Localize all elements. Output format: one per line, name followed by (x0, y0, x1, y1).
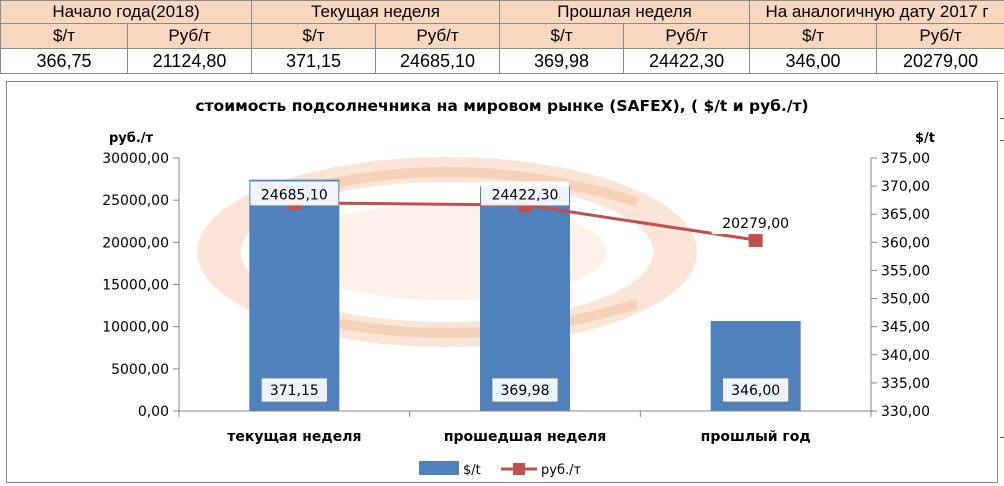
chart-title: стоимость подсолнечника на мировом рынке… (195, 97, 808, 115)
group-header-start-of-year: Начало года(2018) (0, 0, 253, 24)
line-data-label-box (250, 181, 339, 206)
chart-area: стоимость подсолнечника на мировом рынке… (6, 81, 998, 483)
unit-cell: Руб/т (623, 23, 751, 49)
value-cell: 346,00 (749, 48, 878, 74)
bar-1 (249, 179, 340, 411)
left-tick-label: 15000,00 (102, 278, 169, 294)
value-cell: 24685,10 (375, 48, 501, 74)
left-tick-label: 20000,00 (102, 235, 169, 251)
bar-data-label-box (491, 377, 559, 403)
value-cell: 371,15 (251, 48, 377, 74)
category-label: прошлый год (701, 429, 811, 445)
sheet-edge-tick (1000, 140, 1004, 141)
left-tick-label: 0,00 (138, 404, 169, 420)
bar-data-label: 371,15 (270, 383, 319, 399)
right-tick-label: 330,00 (881, 404, 930, 420)
right-tick-label: 365,00 (881, 207, 930, 223)
unit-cell: $/т (0, 23, 128, 49)
value-cell: 366,75 (0, 48, 128, 74)
left-tick-label: 5000,00 (111, 362, 169, 378)
price-table: Начало года(2018) Текущая неделя Прошлая… (0, 0, 1004, 74)
right-tick-label: 360,00 (881, 235, 930, 251)
right-tick-label: 375,00 (881, 151, 930, 167)
unit-cell: $/т (749, 23, 878, 49)
category-label: текущая неделя (227, 429, 361, 445)
unit-cell: Руб/т (126, 23, 253, 49)
bar-data-label-box (722, 377, 790, 403)
line-point-3 (748, 232, 763, 247)
right-tick-label: 355,00 (881, 263, 930, 279)
value-cell: 24422,30 (623, 48, 751, 74)
legend-label-bar: $/t (463, 463, 481, 478)
category-label: прошедшая неделя (444, 429, 606, 445)
line-data-label-box (481, 181, 569, 206)
right-axis-title: $/t (915, 131, 935, 146)
unit-cell: $/т (499, 23, 625, 49)
left-tick-label: 25000,00 (102, 193, 169, 209)
right-tick-label: 350,00 (881, 292, 930, 308)
bar-2 (480, 186, 570, 411)
value-cell: 369,98 (499, 48, 625, 74)
legend-swatch-marker (513, 463, 525, 475)
unit-cell: Руб/т (876, 23, 1004, 49)
group-header-current-week: Текущая неделя (251, 0, 501, 24)
left-tick-label: 10000,00 (102, 320, 169, 336)
sheet-edge-tick (1000, 118, 1004, 119)
table-value-row: 366,75 21124,80 371,15 24685,10 369,98 2… (0, 48, 1004, 74)
bar-data-label-box (260, 377, 328, 403)
legend-label-line: руб./т (541, 463, 581, 478)
left-tick-label: 30000,00 (102, 151, 169, 167)
table-group-header-row: Начало года(2018) Текущая неделя Прошлая… (0, 0, 1004, 24)
value-cell: 21124,80 (126, 48, 253, 74)
table-unit-row: $/т Руб/т $/т Руб/т $/т Руб/т $/т Руб/т (0, 23, 1004, 49)
value-cell: 20279,00 (876, 48, 1004, 74)
legend-swatch-bar (419, 461, 459, 475)
unit-cell: Руб/т (375, 23, 501, 49)
line-data-label-box (711, 210, 800, 235)
unit-cell: $/т (251, 23, 377, 49)
left-axis-title: руб./т (109, 131, 154, 146)
line-data-label: 24422,30 (492, 187, 559, 203)
line-data-label: 24685,10 (261, 187, 328, 203)
chart-svg: стоимость подсолнечника на мировом рынке… (102, 97, 935, 478)
line-data-label: 20279,00 (722, 216, 789, 232)
bar-data-label: 346,00 (731, 383, 780, 399)
right-tick-label: 370,00 (881, 179, 930, 195)
sheet-edge-tick (1000, 437, 1004, 438)
bar-data-label: 369,98 (501, 383, 550, 399)
right-tick-label: 345,00 (881, 320, 930, 336)
right-tick-label: 335,00 (881, 376, 930, 392)
group-header-last-week: Прошлая неделя (499, 0, 751, 24)
right-tick-label: 340,00 (881, 348, 930, 364)
group-header-same-date-2017: На аналогичную дату 2017 г (749, 0, 1004, 24)
